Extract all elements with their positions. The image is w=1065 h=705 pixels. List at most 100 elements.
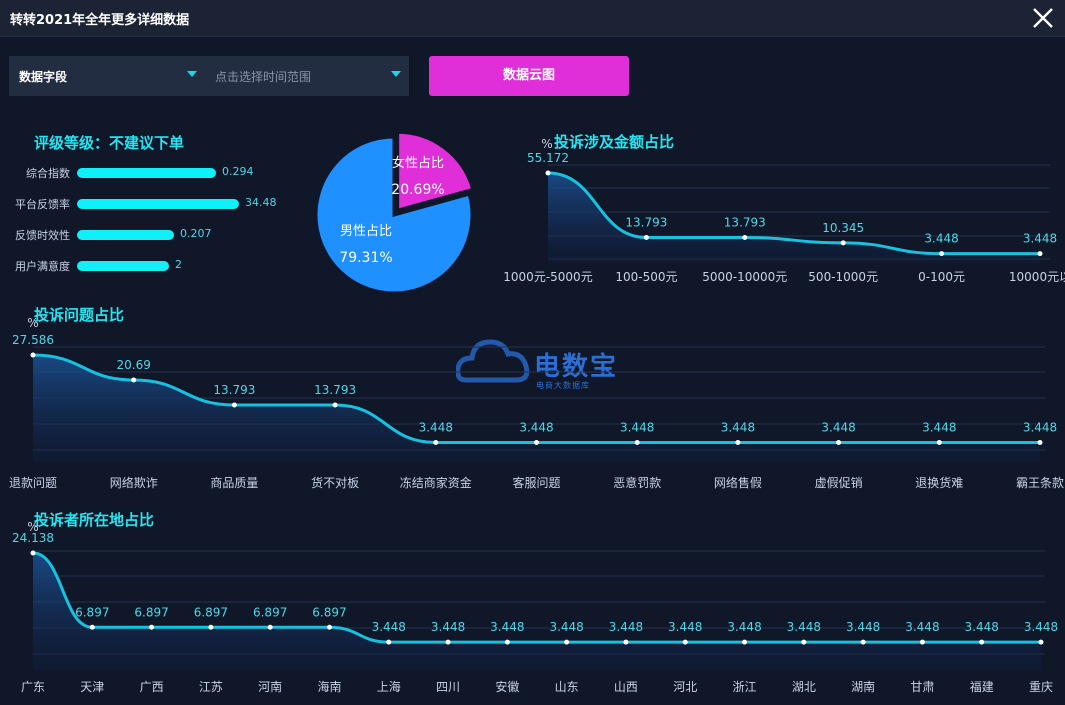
data-point xyxy=(742,639,748,645)
rating-bar xyxy=(77,199,239,209)
data-point xyxy=(30,550,36,556)
data-label: 3.448 xyxy=(1023,232,1057,246)
x-tick-label: 安徽 xyxy=(495,679,519,694)
data-point xyxy=(840,240,846,246)
pie-slice-label: 男性占比 xyxy=(340,224,392,239)
data-label: 3.448 xyxy=(431,620,465,634)
y-unit-label: % xyxy=(27,316,38,330)
x-tick-label: 货不对板 xyxy=(311,475,359,490)
x-tick-label: 浙江 xyxy=(733,680,757,694)
data-label: 27.586 xyxy=(12,333,54,347)
data-point xyxy=(30,352,36,358)
data-point xyxy=(89,624,95,630)
rating-bar xyxy=(77,168,216,178)
data-point xyxy=(979,639,985,645)
x-tick-label: 福建 xyxy=(970,679,994,694)
data-point xyxy=(267,624,273,630)
data-label: 3.448 xyxy=(668,620,702,634)
rating-label: 反馈时效性 xyxy=(15,229,70,242)
rating-row: 综合指数 0.294 xyxy=(0,165,254,181)
x-tick-label: 重庆 xyxy=(1029,680,1053,694)
x-tick-label: 山东 xyxy=(555,680,579,694)
data-point xyxy=(735,440,741,446)
x-tick-label: 河北 xyxy=(673,680,697,694)
rating-value: 2 xyxy=(175,258,182,271)
data-label: 6.897 xyxy=(134,605,168,619)
data-cloud-button[interactable]: 数据云图 xyxy=(429,56,629,96)
pie-slice-value: 79.31% xyxy=(339,250,392,266)
x-tick-label: 退换货难 xyxy=(915,475,963,490)
data-point xyxy=(1038,639,1044,645)
rating-bar xyxy=(77,230,174,240)
data-label: 20.69 xyxy=(117,358,151,372)
x-tick-label: 天津 xyxy=(80,680,104,694)
data-label: 3.448 xyxy=(821,421,855,435)
data-point xyxy=(801,639,807,645)
rating-label: 综合指数 xyxy=(26,167,70,180)
data-point xyxy=(534,440,539,446)
close-button[interactable] xyxy=(1029,4,1057,32)
time-range-select[interactable]: 点击选择时间范围 xyxy=(205,56,409,96)
field-select-value: 数据字段 xyxy=(19,70,68,84)
pie-slice xyxy=(396,130,475,213)
rating-bar xyxy=(77,261,169,271)
x-tick-label: 山西 xyxy=(614,680,638,694)
data-point xyxy=(939,251,945,257)
data-point xyxy=(564,639,570,645)
rating-value: 0.294 xyxy=(222,165,254,178)
issue-chart-title: 投诉问题占比 xyxy=(34,306,125,324)
x-tick-label: 500-1000元 xyxy=(808,270,878,284)
data-label: 10.345 xyxy=(822,221,864,235)
data-label: 3.448 xyxy=(922,421,956,435)
data-label: 3.448 xyxy=(549,620,583,634)
x-tick-label: 河南 xyxy=(258,679,282,694)
pie-slice xyxy=(314,135,474,295)
data-point xyxy=(682,639,688,645)
data-label: 24.138 xyxy=(12,531,54,545)
data-point xyxy=(326,624,332,630)
data-point xyxy=(742,235,748,240)
data-label: 3.448 xyxy=(519,421,553,435)
watermark-subtitle: 电商大数据库 xyxy=(536,381,590,390)
area-fill xyxy=(33,355,1040,462)
rating-row: 平台反馈率 34.48 xyxy=(0,196,277,212)
field-select[interactable]: 数据字段 xyxy=(9,56,205,96)
data-point xyxy=(231,402,237,408)
x-tick-label: 网络售假 xyxy=(714,475,762,490)
rating-label: 平台反馈率 xyxy=(15,198,70,211)
data-point xyxy=(643,235,649,240)
chevron-down-icon xyxy=(391,71,401,77)
x-tick-label: 商品质量 xyxy=(210,475,258,490)
data-label: 3.448 xyxy=(727,620,761,634)
data-point xyxy=(386,639,392,645)
x-tick-label: 甘肃 xyxy=(910,680,934,694)
y-unit-label: % xyxy=(27,520,38,534)
pie-slice-value: 20.69% xyxy=(391,182,444,198)
data-label: 3.448 xyxy=(965,620,999,634)
location-chart-title: 投诉者所在地占比 xyxy=(34,511,155,529)
x-tick-label: 广西 xyxy=(140,680,164,694)
data-label: 13.793 xyxy=(314,383,356,397)
x-tick-label: 湖南 xyxy=(851,679,875,694)
data-label: 3.448 xyxy=(372,620,406,634)
x-tick-label: 广东 xyxy=(21,680,45,694)
data-point xyxy=(1037,251,1043,257)
data-label: 3.448 xyxy=(1023,421,1057,435)
rating-value: 34.48 xyxy=(245,196,277,209)
x-tick-label: 恶意罚款 xyxy=(613,475,661,490)
x-tick-label: 100-500元 xyxy=(615,270,677,284)
data-point xyxy=(208,624,214,630)
data-point xyxy=(936,440,942,446)
area-fill xyxy=(548,173,1040,263)
x-tick-label: 四川 xyxy=(436,680,460,694)
data-label: 6.897 xyxy=(253,605,287,619)
data-point xyxy=(1037,440,1043,446)
data-point xyxy=(433,440,439,446)
data-label: 3.448 xyxy=(905,620,939,634)
x-tick-label: 江苏 xyxy=(199,680,223,694)
data-point xyxy=(131,377,137,383)
rating-value: 0.207 xyxy=(180,227,212,240)
series-line xyxy=(32,551,1041,644)
chevron-down-icon xyxy=(187,71,197,77)
